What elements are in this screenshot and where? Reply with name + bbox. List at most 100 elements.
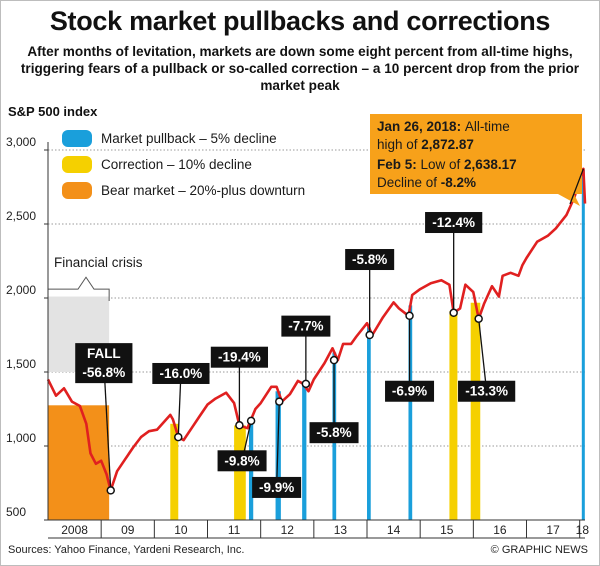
callout-line: high of 2,872.87 bbox=[377, 137, 474, 152]
chart-subtitle: After months of levitation, markets are … bbox=[20, 44, 580, 93]
x-tick-label: 15 bbox=[440, 523, 454, 537]
annotation-label: -5.8% bbox=[345, 249, 395, 271]
annotation-box bbox=[385, 380, 435, 402]
annotation-box bbox=[217, 450, 267, 472]
callout-text: -8.2% bbox=[441, 175, 476, 190]
annotation-text: FALL bbox=[87, 346, 121, 361]
annotation-text: -56.8% bbox=[82, 365, 125, 380]
annotation-leader bbox=[478, 318, 488, 392]
callout-text: 2,872.87 bbox=[421, 137, 474, 152]
annotation-point bbox=[405, 311, 414, 321]
annotation-label: -16.0% bbox=[152, 362, 210, 384]
annotation-label: -9.9% bbox=[252, 476, 302, 498]
record-callout-box bbox=[370, 114, 582, 206]
annotation-leader bbox=[177, 373, 182, 438]
x-tick-label: 17 bbox=[546, 523, 560, 537]
annotation-point bbox=[301, 379, 311, 389]
legend-label: Market pullback – 5% decline bbox=[101, 131, 277, 146]
annotation-box bbox=[210, 346, 269, 368]
x-tick-label: 18 bbox=[576, 523, 590, 537]
legend-swatch bbox=[62, 156, 92, 173]
annotation-point bbox=[449, 308, 458, 318]
callout-text: Jan 26, 2018: bbox=[377, 119, 465, 134]
x-tick-label: 09 bbox=[121, 523, 135, 537]
annotation-leader bbox=[103, 363, 112, 491]
callout-text: high of bbox=[377, 137, 421, 152]
x-tick-label: 11 bbox=[228, 523, 241, 537]
x-tick-label: 16 bbox=[493, 523, 507, 537]
annotation-text: -12.4% bbox=[432, 215, 475, 230]
callout-text: 2,638.17 bbox=[464, 157, 517, 172]
legend-swatch bbox=[62, 130, 92, 147]
correction-band bbox=[470, 302, 481, 520]
annotation-point bbox=[275, 397, 284, 406]
annotation-label: -13.3% bbox=[458, 380, 516, 402]
annotation-label: -7.7% bbox=[281, 315, 331, 337]
annotation-point bbox=[329, 355, 339, 365]
annotation-text: -19.4% bbox=[218, 350, 261, 365]
sp500-line bbox=[46, 167, 587, 492]
annotation-point bbox=[106, 486, 115, 495]
annotation-box bbox=[75, 343, 133, 384]
financial-crisis-label: Financial crisis bbox=[54, 255, 143, 270]
annotation-point bbox=[365, 330, 374, 340]
x-tick-label: 14 bbox=[387, 523, 401, 537]
callout-text: Low of bbox=[421, 157, 465, 172]
annotation-label: -19.4% bbox=[210, 346, 269, 368]
pullback-band bbox=[367, 327, 371, 520]
annotation-box bbox=[252, 476, 302, 498]
y-tick-label: 500 bbox=[6, 505, 26, 519]
annotation-label: -6.9% bbox=[385, 380, 435, 402]
annotation-box bbox=[281, 315, 331, 337]
annotation-point bbox=[246, 416, 256, 426]
legend-swatch bbox=[62, 182, 92, 199]
annotation-text: -6.9% bbox=[392, 384, 427, 399]
x-tick-label: 12 bbox=[281, 523, 295, 537]
correction-band bbox=[234, 425, 246, 520]
x-tick-label: 2008 bbox=[61, 523, 88, 537]
sources-note: Sources: Yahoo Finance, Yardeni Research… bbox=[8, 544, 245, 556]
callout-text: Feb 5: bbox=[377, 157, 421, 172]
annotation-leader bbox=[275, 401, 280, 488]
annotation-text: -9.8% bbox=[224, 453, 259, 468]
callout-text: Decline of bbox=[377, 175, 441, 190]
annotation-text: -7.7% bbox=[288, 319, 323, 334]
annotation-box bbox=[425, 212, 483, 234]
x-tick-label: 13 bbox=[334, 523, 348, 537]
y-tick-label: 2,000 bbox=[6, 283, 36, 297]
annotation-text: -9.9% bbox=[259, 480, 294, 495]
annotation-label: -12.4% bbox=[425, 212, 483, 234]
annotation-text: -5.8% bbox=[352, 252, 387, 267]
annotation-text: -16.0% bbox=[160, 366, 203, 381]
annotation-point bbox=[235, 421, 244, 430]
annotation-label: FALL -56.8% bbox=[75, 343, 133, 384]
y-tick-label: 2,500 bbox=[6, 209, 36, 223]
annotation-box bbox=[152, 362, 210, 384]
annotation-point bbox=[474, 314, 483, 323]
callout-line: Jan 26, 2018: All-time bbox=[377, 119, 510, 134]
credit-note: © GRAPHIC NEWS bbox=[490, 544, 588, 556]
callout-line: Feb 5: Low of 2,638.17 bbox=[377, 157, 517, 172]
annotation-text: -13.3% bbox=[465, 384, 508, 399]
annotation-box bbox=[458, 380, 516, 402]
legend-label: Bear market – 20%-plus downturn bbox=[101, 183, 305, 198]
annotation-box bbox=[345, 249, 395, 271]
callout-leader bbox=[569, 168, 585, 205]
y-tick-label: 1,500 bbox=[6, 357, 36, 371]
annotation-label: -9.8% bbox=[217, 450, 267, 472]
y-tick-label: 3,000 bbox=[6, 135, 36, 149]
annotation-text: -5.8% bbox=[316, 425, 351, 440]
pullback-band bbox=[581, 169, 585, 521]
pullback-band bbox=[408, 305, 413, 520]
correction-band bbox=[449, 311, 458, 520]
pullback-band bbox=[302, 385, 307, 520]
callout-text: All-time bbox=[465, 119, 510, 134]
annotation-box bbox=[309, 422, 359, 444]
y-tick-label: 1,000 bbox=[6, 431, 36, 445]
chart-title: Stock market pullbacks and corrections bbox=[49, 6, 551, 36]
x-tick-label: 10 bbox=[174, 523, 188, 537]
callout-line: Decline of -8.2% bbox=[377, 175, 476, 190]
annotation-point bbox=[174, 432, 183, 442]
correction-band bbox=[170, 423, 179, 520]
